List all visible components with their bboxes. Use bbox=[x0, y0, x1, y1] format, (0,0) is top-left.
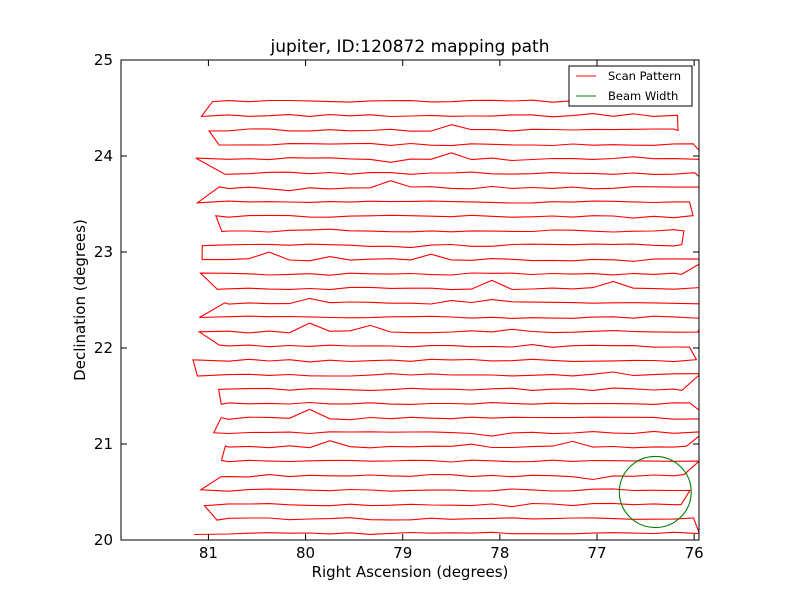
y-tick-label: 22 bbox=[94, 339, 113, 357]
x-tick-label: 77 bbox=[587, 544, 606, 562]
x-tick-label: 80 bbox=[296, 544, 315, 562]
y-tick-label: 23 bbox=[94, 243, 113, 261]
x-axis-label: Right Ascension (degrees) bbox=[312, 563, 509, 581]
ticks-group: 81 80 79 78 77 76 20 21 22 23 24 25 bbox=[94, 51, 704, 562]
x-tick-label: 81 bbox=[199, 544, 218, 562]
legend-scan-label: Scan Pattern bbox=[608, 69, 681, 83]
y-tick-label: 24 bbox=[94, 147, 113, 165]
beam-width-circle bbox=[618, 455, 692, 529]
scan-pattern-line bbox=[192, 99, 699, 536]
y-tick-label: 25 bbox=[94, 51, 113, 69]
series-group bbox=[192, 99, 699, 536]
chart-title: jupiter, ID:120872 mapping path bbox=[270, 37, 550, 57]
x-tick-label: 78 bbox=[490, 544, 509, 562]
legend-box bbox=[568, 65, 693, 107]
y-tick-label: 20 bbox=[94, 531, 113, 549]
legend: Scan Pattern Beam Width bbox=[568, 65, 693, 107]
legend-beam-label: Beam Width bbox=[608, 89, 678, 103]
x-tick-label: 79 bbox=[393, 544, 412, 562]
plot-frame bbox=[120, 59, 700, 541]
plot-area bbox=[121, 60, 699, 540]
y-tick-label: 21 bbox=[94, 435, 113, 453]
x-tick-label: 76 bbox=[685, 544, 704, 562]
y-axis-label: Declination (degrees) bbox=[71, 219, 89, 381]
